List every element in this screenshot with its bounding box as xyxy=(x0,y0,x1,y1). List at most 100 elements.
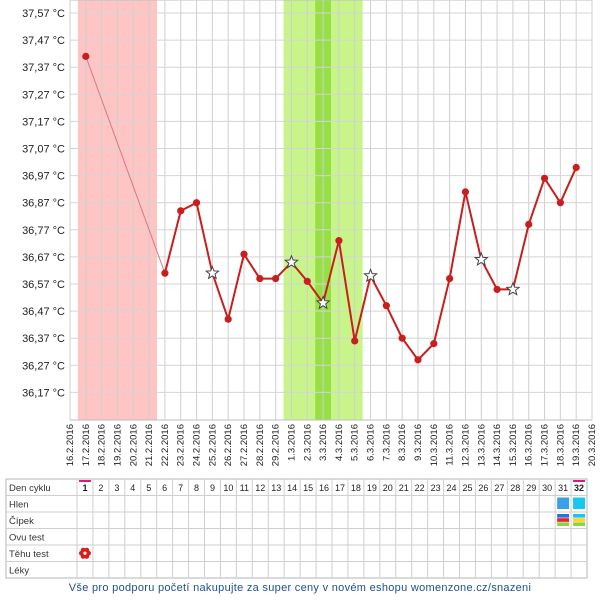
data-point xyxy=(351,337,359,345)
cycle-day-number: 17 xyxy=(335,483,345,493)
cipek-mark xyxy=(557,514,570,518)
data-point xyxy=(272,274,280,283)
x-tick-label: 17.3.2016 xyxy=(540,424,551,466)
cipek-mark xyxy=(573,518,585,522)
cycle-day-marker xyxy=(79,480,91,482)
cycle-day-number: 23 xyxy=(431,483,441,493)
flower-petal xyxy=(84,553,90,559)
x-tick-label: 20.3.2016 xyxy=(587,424,598,466)
cycle-day-number: 26 xyxy=(478,483,488,493)
data-point-star xyxy=(363,267,379,283)
table-row-label: Čípek xyxy=(9,516,34,527)
cycle-day-number: 7 xyxy=(178,483,183,493)
x-tick-label: 28.2.2016 xyxy=(255,424,266,466)
cycle-day-number: 5 xyxy=(146,483,151,493)
cycle-day-number: 4 xyxy=(130,483,135,493)
data-point-star xyxy=(505,281,521,296)
x-tick-label: 8.3.2016 xyxy=(397,424,408,461)
data-point xyxy=(446,274,454,283)
cycle-day-number: 21 xyxy=(399,483,409,493)
cycle-day-number: 30 xyxy=(542,483,552,493)
x-tick-label: 1.3.2016 xyxy=(286,424,297,461)
y-tick-label: 36,27 °C xyxy=(22,360,65,372)
x-tick-label: 15.3.2016 xyxy=(508,424,519,466)
y-tick-label: 36,47 °C xyxy=(22,306,65,318)
x-tick-label: 19.3.2016 xyxy=(571,424,582,466)
data-point xyxy=(335,237,343,245)
y-tick-label: 37,07 °C xyxy=(22,144,65,156)
chart-grid xyxy=(69,0,593,421)
data-point xyxy=(414,356,422,364)
x-tick-label: 19.2.2016 xyxy=(112,424,123,466)
cycle-day-number: 24 xyxy=(447,483,457,493)
x-tick-label: 22.2.2016 xyxy=(160,424,171,466)
x-tick-label: 25.2.2016 xyxy=(207,424,218,466)
data-point xyxy=(525,220,533,228)
cycle-day-number: 22 xyxy=(415,483,425,493)
y-tick-label: 37,37 °C xyxy=(22,62,65,74)
table-row-label: Hlen xyxy=(9,500,29,511)
data-point xyxy=(177,207,185,215)
data-point xyxy=(161,269,169,277)
data-point xyxy=(398,334,406,342)
cycle-day-number: 6 xyxy=(162,483,167,493)
x-tick-label: 14.3.2016 xyxy=(492,424,503,466)
data-point xyxy=(303,277,311,285)
cycle-day-number: 12 xyxy=(255,483,265,493)
data-point xyxy=(240,250,248,258)
cycle-day-number: 18 xyxy=(351,483,361,493)
flower-petal xyxy=(80,547,86,553)
y-axis: 37,57 °C 37,47 °C 37,37 °C 37,27 °C 37,17 °C… xyxy=(22,8,65,399)
data-point-star xyxy=(315,295,331,310)
x-tick-label: 5.3.2016 xyxy=(350,424,361,461)
x-tick-label: 3.3.2016 xyxy=(318,424,329,461)
data-point xyxy=(224,315,232,323)
cycle-day-number: 15 xyxy=(303,483,313,493)
x-tick-label: 21.2.2016 xyxy=(144,424,155,466)
data-point xyxy=(461,188,470,196)
cipek-mark xyxy=(557,522,570,526)
x-tick-label: 13.3.2016 xyxy=(476,424,487,466)
cycle-day-number: 14 xyxy=(287,483,297,493)
y-tick-label: 37,57 °C xyxy=(22,8,65,20)
cycle-day-number: 1 xyxy=(82,483,87,493)
cycle-day-marker xyxy=(573,480,585,482)
x-tick-label: 23.2.2016 xyxy=(176,424,187,466)
flower-center xyxy=(83,551,87,555)
cipek-mark xyxy=(573,522,585,526)
cycle-day-number: 8 xyxy=(194,483,199,493)
x-tick-label: 29.2.2016 xyxy=(271,424,282,466)
table-row-label: Léky xyxy=(9,566,29,577)
x-tick-label: 26.2.2016 xyxy=(223,424,234,466)
y-tick-label: 37,17 °C xyxy=(22,116,65,128)
data-point-star xyxy=(473,251,489,266)
data-point xyxy=(430,340,438,348)
y-tick-label: 36,87 °C xyxy=(22,198,65,210)
y-tick-label: 36,97 °C xyxy=(22,171,65,183)
x-tick-label: 16.2.2016 xyxy=(65,424,76,466)
series-connector xyxy=(85,56,166,274)
promo-footer-link[interactable]: Vše pro podporu početí nakupujte za supe… xyxy=(68,582,532,594)
x-tick-label: 16.3.2016 xyxy=(524,424,535,466)
x-tick-label: 6.3.2016 xyxy=(366,424,377,461)
y-tick-label: 37,47 °C xyxy=(22,35,65,47)
y-tick-label: 36,37 °C xyxy=(22,333,65,345)
flower-icon xyxy=(78,547,91,559)
y-tick-label: 37,27 °C xyxy=(22,89,65,101)
cycle-day-number: 28 xyxy=(510,483,520,493)
cycle-day-number: 3 xyxy=(114,483,119,493)
x-tick-label: 4.3.2016 xyxy=(334,424,345,461)
cycle-day-number: 10 xyxy=(223,483,233,493)
x-tick-label: 18.2.2016 xyxy=(97,424,108,466)
cycle-day-number: 29 xyxy=(526,483,536,493)
cycle-day-number: 27 xyxy=(494,483,504,493)
cipek-mark xyxy=(573,514,585,518)
cycle-day-number: 11 xyxy=(240,483,249,493)
phase-bands xyxy=(77,0,363,420)
cycle-day-number: 19 xyxy=(367,483,377,493)
data-point xyxy=(192,199,201,207)
hlen-mark xyxy=(557,497,570,509)
x-axis: 16.2.2016 17.2.2016 18.2.2016 19.2.2016 20.2… xyxy=(65,424,598,466)
cycle-day-number: 20 xyxy=(383,483,393,493)
